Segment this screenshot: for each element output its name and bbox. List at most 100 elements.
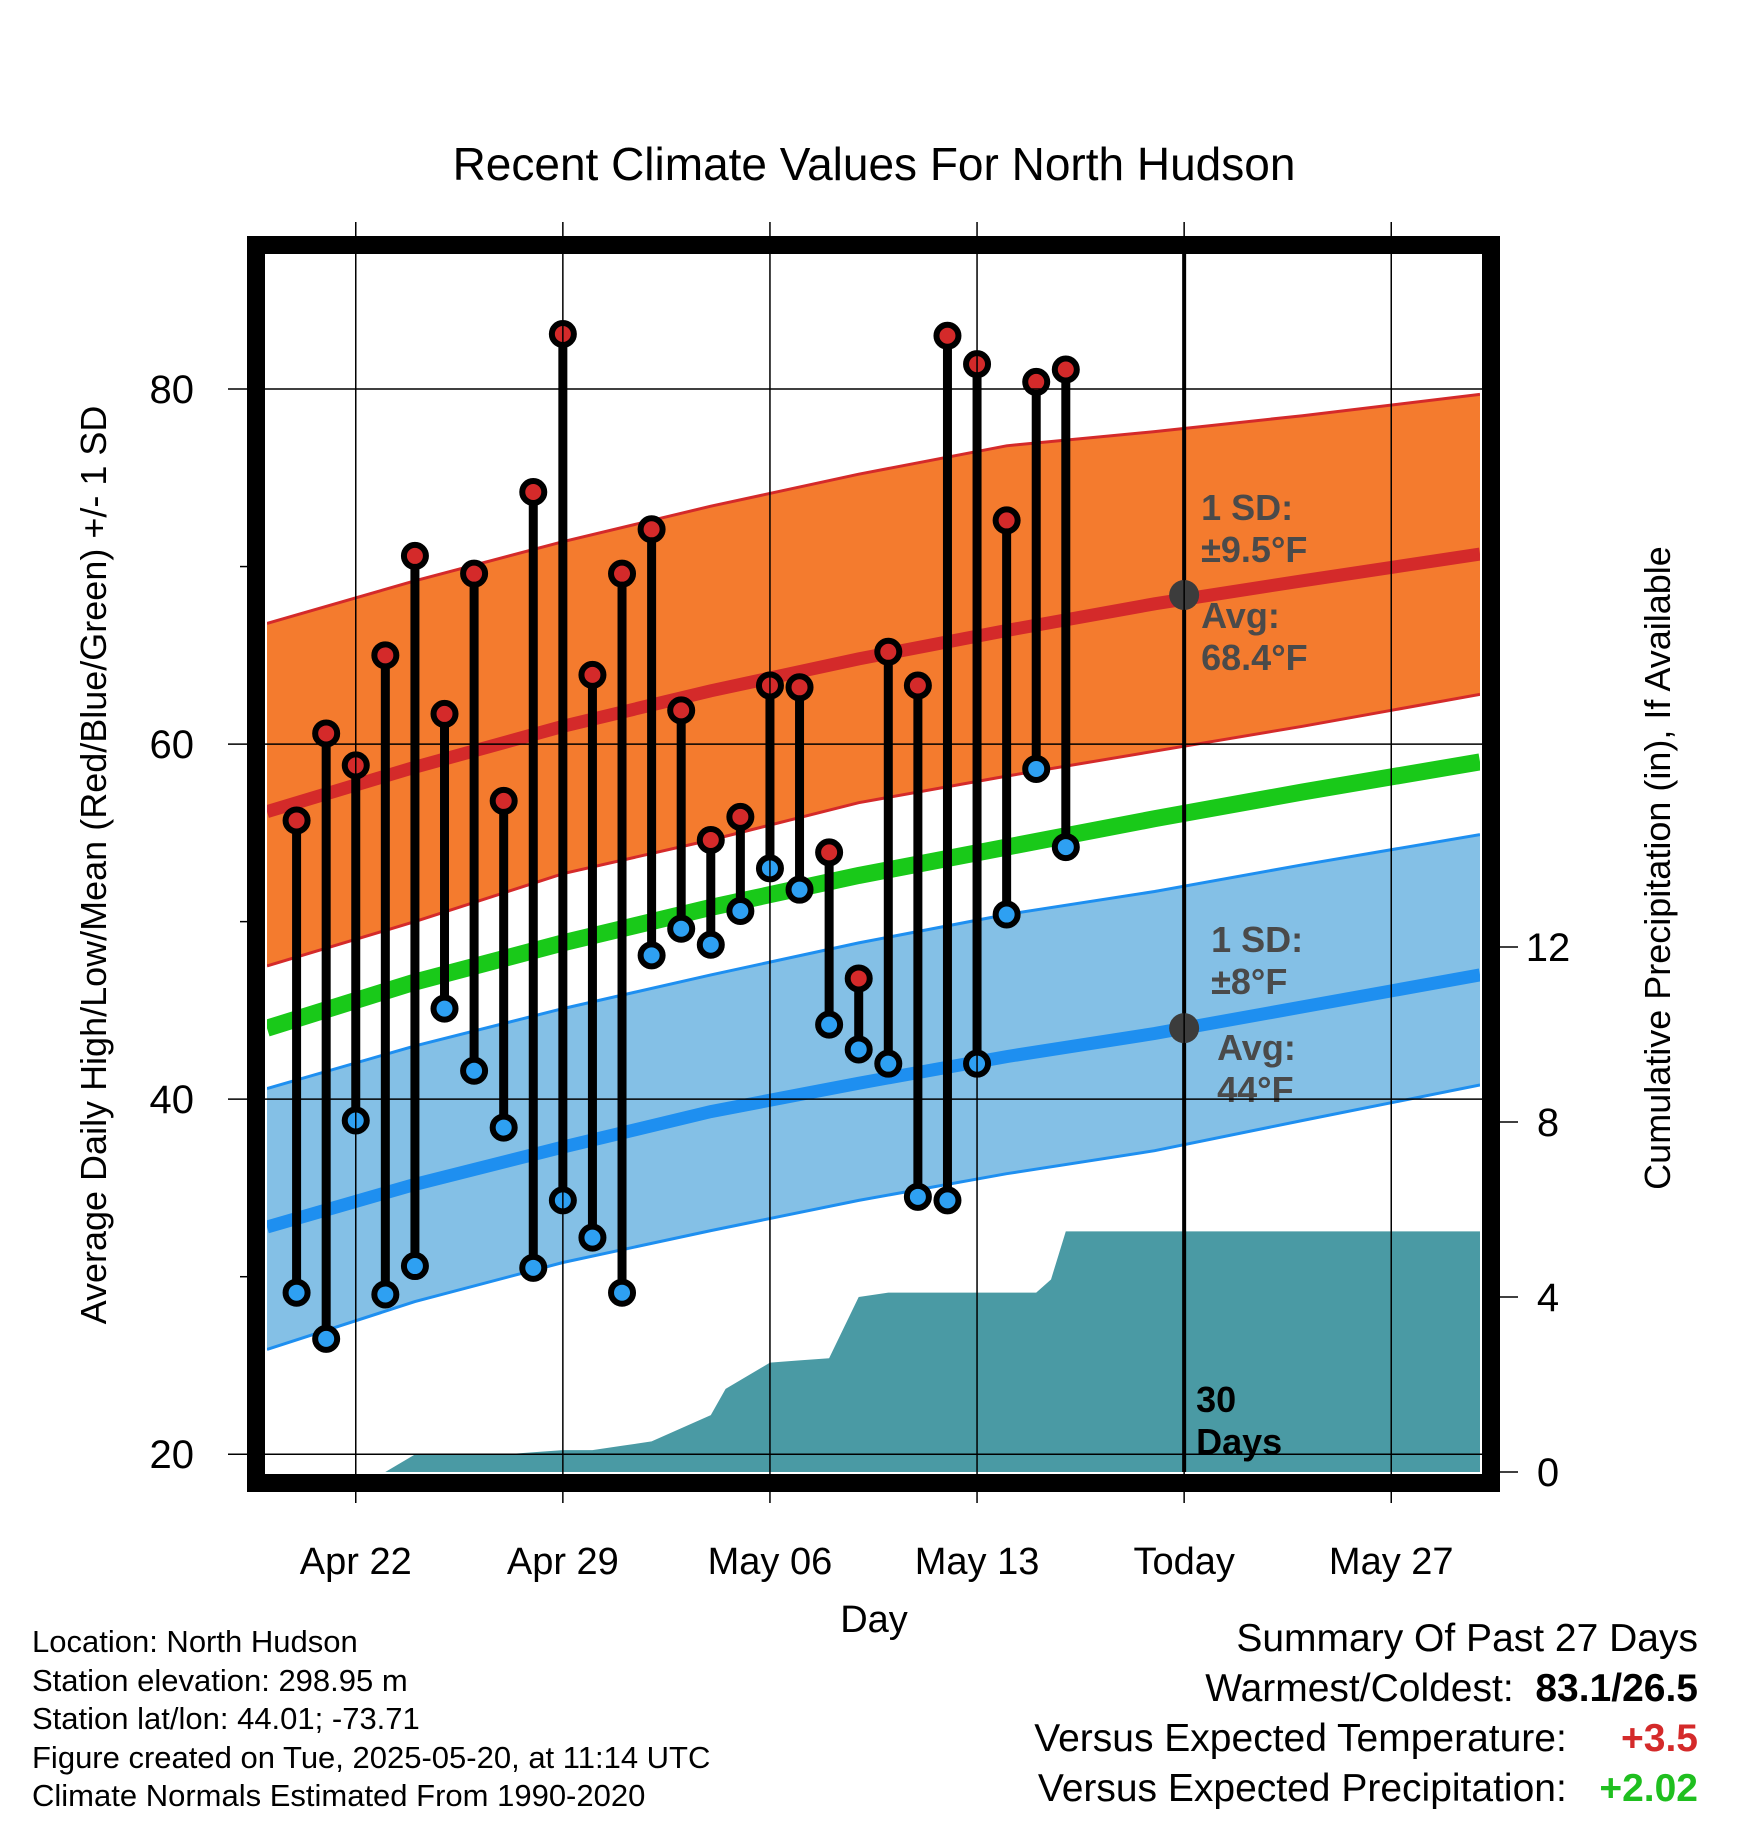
precip-value: +2.02 bbox=[1599, 1767, 1698, 1810]
location-text: Location: North Hudson bbox=[32, 1624, 358, 1659]
x-tick-label: Apr 29 bbox=[507, 1541, 619, 1583]
daily-high-point bbox=[933, 321, 962, 350]
low-sd-value: ±8°F bbox=[1211, 961, 1287, 1002]
summary-temperature: Versus Expected Temperature: +3.5 bbox=[1034, 1714, 1698, 1764]
daily-low-point bbox=[282, 1278, 311, 1307]
latlon-text: Station lat/lon: 44.01; -73.71 bbox=[32, 1701, 420, 1737]
axes: 20 40 60 80 0 4 8 12 Apr 22 Apr 29 May 06 May 13 Tod… bbox=[150, 222, 1571, 1583]
high-sd-label: 1 SD: bbox=[1201, 487, 1293, 528]
daily-high-point bbox=[608, 559, 637, 588]
low-avg-label: Avg: bbox=[1217, 1027, 1296, 1068]
mean-line bbox=[267, 753, 1480, 1037]
daily-low-point bbox=[400, 1252, 429, 1281]
daily-low-point bbox=[637, 941, 666, 970]
daily-high-point bbox=[400, 541, 429, 570]
low-sd-band bbox=[267, 834, 1480, 1350]
x-tick-label: May 27 bbox=[1329, 1541, 1454, 1583]
daily-high-point bbox=[430, 699, 459, 728]
y-tick-label: 80 bbox=[150, 368, 195, 412]
daily-low-point bbox=[519, 1253, 548, 1282]
daily-low-point bbox=[430, 994, 459, 1023]
window-label-number: 30 bbox=[1196, 1379, 1236, 1420]
y-tick-label: 60 bbox=[150, 723, 195, 767]
y2-tick-label: 8 bbox=[1537, 1101, 1559, 1145]
daily-low-point bbox=[933, 1186, 962, 1215]
high-sd-band bbox=[267, 394, 1480, 966]
daily-low-point bbox=[489, 1113, 518, 1142]
daily-low-point bbox=[1022, 754, 1051, 783]
daily-low-point bbox=[667, 914, 696, 943]
daily-high-point bbox=[371, 641, 400, 670]
daily-high-point bbox=[637, 515, 666, 544]
daily-high-point bbox=[844, 964, 873, 993]
high-sd-band-lower-edge bbox=[267, 692, 1480, 968]
y2-axis-label: Cumulative Precipitation (in), If Availa… bbox=[1637, 546, 1678, 1190]
daily-high-point bbox=[667, 696, 696, 725]
daily-low-point bbox=[726, 896, 755, 925]
temp-value: +3.5 bbox=[1621, 1717, 1698, 1760]
daily-high-point bbox=[815, 838, 844, 867]
daily-high-point bbox=[578, 660, 607, 689]
daily-high-point bbox=[696, 825, 725, 854]
daily-low-point bbox=[992, 900, 1021, 929]
x-tick-label: May 06 bbox=[708, 1541, 833, 1583]
high-average-line bbox=[267, 547, 1480, 818]
precip-label: Versus Expected Precipitation: bbox=[1037, 1767, 1567, 1810]
daily-high-point bbox=[489, 786, 518, 815]
x-axis-label: Day bbox=[840, 1599, 908, 1641]
high-avg-value: 68.4°F bbox=[1201, 637, 1307, 678]
created-text: Figure created on Tue, 2025-05-20, at 11… bbox=[32, 1739, 711, 1775]
x-tick-label: Apr 22 bbox=[300, 1541, 412, 1583]
daily-low-point bbox=[874, 1049, 903, 1078]
daily-high-point bbox=[785, 673, 814, 702]
x-tick-label: Today bbox=[1133, 1541, 1234, 1583]
summary-warm-cold: Warmest/Coldest: 83.1/26.5 bbox=[1034, 1664, 1698, 1714]
daily-low-point bbox=[696, 930, 725, 959]
y-tick-label: 40 bbox=[150, 1078, 195, 1122]
warm-cold-value: 83.1/26.5 bbox=[1535, 1667, 1698, 1710]
daily-high-point bbox=[519, 478, 548, 506]
daily-high-point bbox=[874, 637, 903, 666]
warm-cold-label: Warmest/Coldest: bbox=[1205, 1667, 1514, 1710]
daily-high-point bbox=[312, 719, 341, 748]
summary-precipitation: Versus Expected Precipitation: +2.02 bbox=[1034, 1764, 1698, 1814]
daily-high-point bbox=[726, 802, 755, 831]
temp-label: Versus Expected Temperature: bbox=[1034, 1717, 1567, 1760]
precipitation-area bbox=[385, 1231, 1480, 1472]
daily-low-point bbox=[844, 1035, 873, 1064]
daily-low-point bbox=[608, 1278, 637, 1307]
daily-high-point bbox=[282, 806, 311, 835]
low-avg-value: 44°F bbox=[1217, 1069, 1293, 1110]
high-sd-value: ±9.5°F bbox=[1201, 529, 1307, 570]
high-avg-label: Avg: bbox=[1201, 595, 1280, 636]
daily-low-point bbox=[371, 1280, 400, 1309]
daily-low-point bbox=[903, 1182, 932, 1211]
window-label-days: Days bbox=[1196, 1421, 1282, 1462]
daily-high-point bbox=[460, 559, 489, 588]
daily-low-point bbox=[312, 1324, 341, 1353]
daily-low-point bbox=[578, 1223, 607, 1252]
daily-high-point bbox=[903, 671, 932, 700]
low-sd-band-upper-edge bbox=[267, 833, 1480, 1090]
y-tick-label: 20 bbox=[150, 1433, 195, 1477]
y2-tick-label: 4 bbox=[1537, 1276, 1559, 1320]
low-sd-band-lower-edge bbox=[267, 1083, 1480, 1351]
y2-tick-label: 12 bbox=[1526, 926, 1571, 970]
plot-frame bbox=[247, 236, 1500, 1492]
low-sd-label: 1 SD: bbox=[1211, 919, 1303, 960]
y2-tick-label: 0 bbox=[1537, 1451, 1559, 1495]
y-axis-label: Average Daily High/Low/Mean (Red/Blue/Gr… bbox=[73, 406, 114, 1325]
elevation-text: Station elevation: 298.95 m bbox=[32, 1662, 408, 1698]
chart-title: Recent Climate Values For North Hudson bbox=[453, 138, 1296, 190]
daily-low-point bbox=[1051, 833, 1080, 862]
summary-panel: Summary Of Past 27 Days Warmest/Coldest:… bbox=[1034, 1614, 1698, 1814]
daily-low-point bbox=[815, 1010, 844, 1039]
daily-high-point bbox=[1051, 355, 1080, 384]
station-info: Location: North Hudson Station elevation… bbox=[32, 1623, 710, 1816]
x-tick-label: May 13 bbox=[915, 1541, 1040, 1583]
summary-title: Summary Of Past 27 Days bbox=[1236, 1617, 1698, 1660]
daily-high-point bbox=[1022, 367, 1051, 396]
